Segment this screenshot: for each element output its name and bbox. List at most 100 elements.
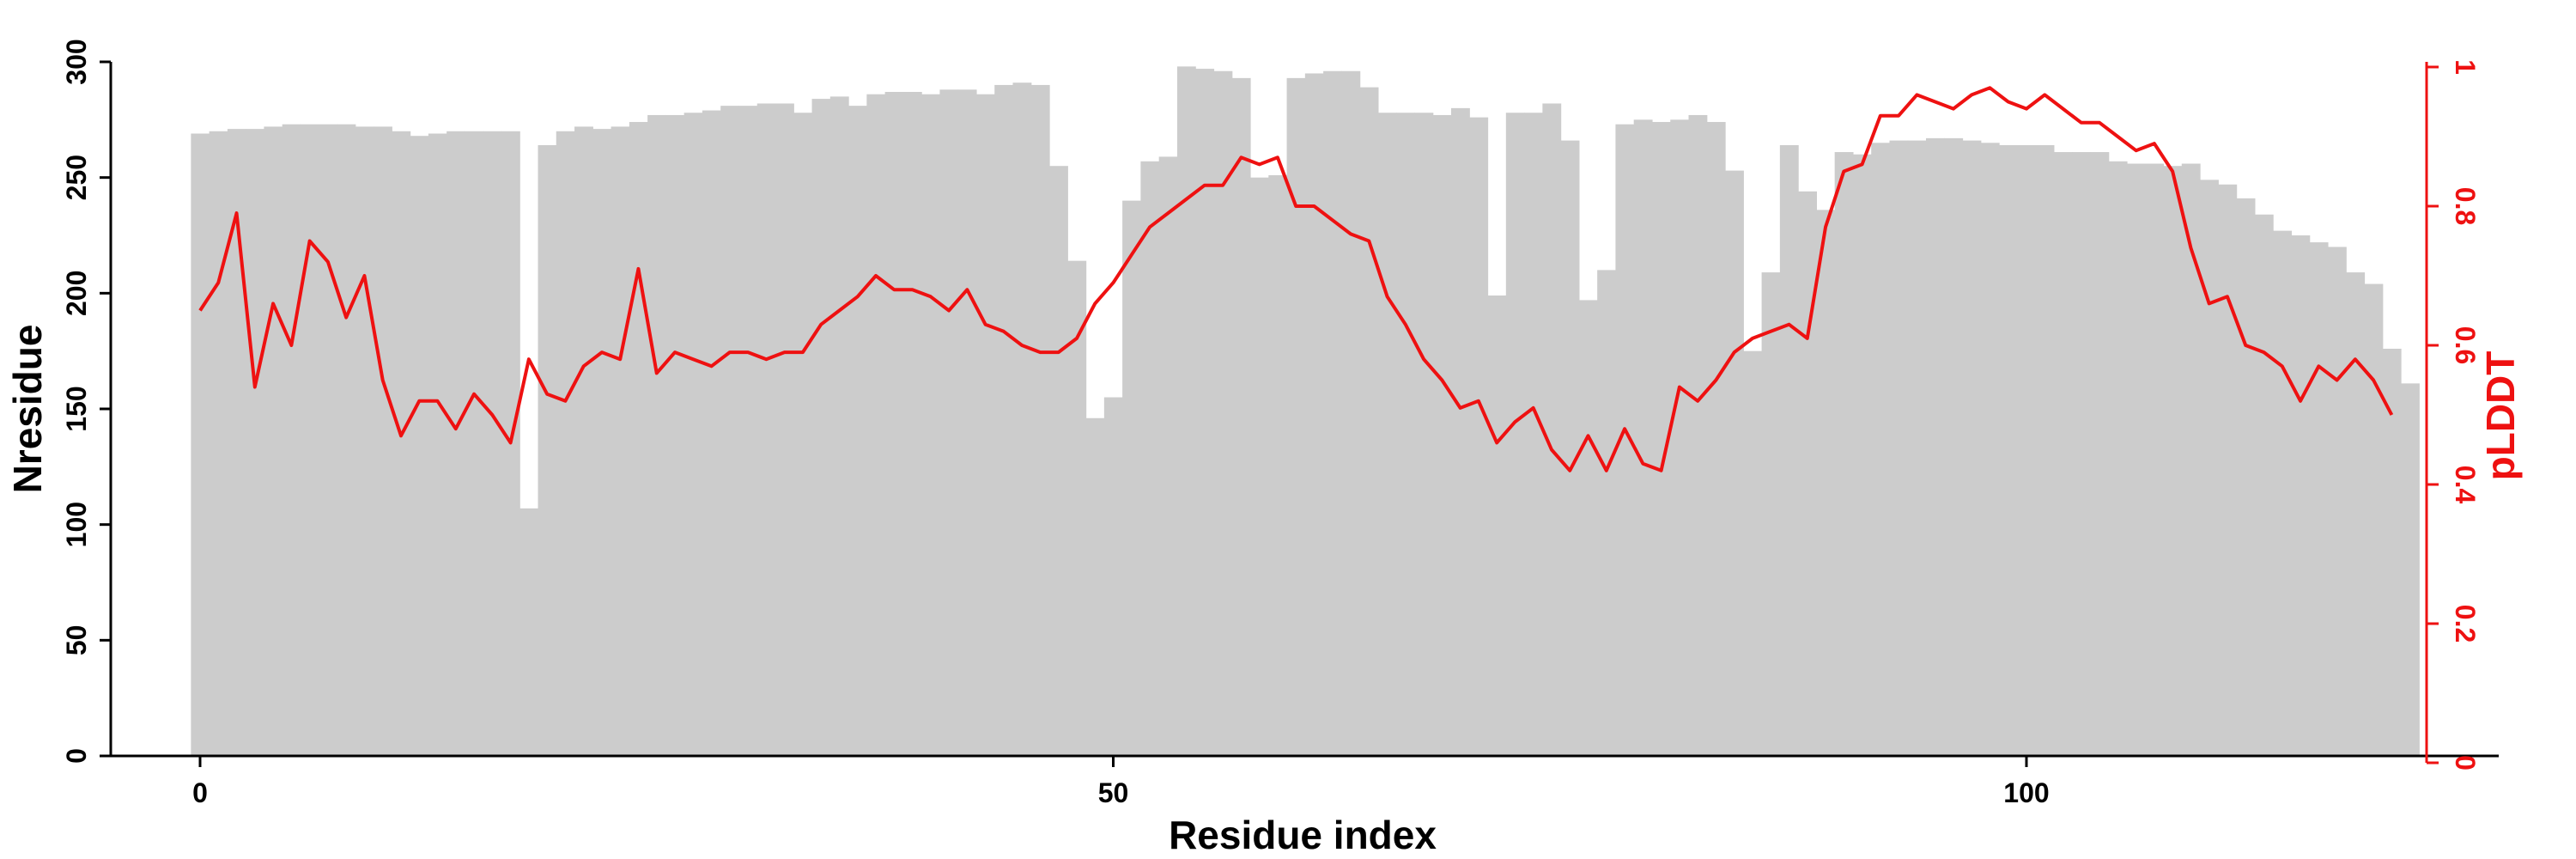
nresidue-bar bbox=[1907, 140, 1927, 756]
nresidue-bar bbox=[1798, 191, 1817, 756]
y2-tick-label: 1 bbox=[2450, 59, 2481, 75]
nresidue-bar bbox=[519, 508, 539, 756]
nresidue-bar bbox=[2236, 198, 2256, 756]
nresidue-bar bbox=[2200, 180, 2219, 757]
nresidue-bar bbox=[1012, 82, 1032, 757]
nresidue-bar bbox=[683, 113, 703, 756]
nresidue-bar bbox=[428, 133, 447, 757]
nresidue-bar bbox=[1487, 295, 1507, 756]
nresidue-bar bbox=[2145, 163, 2165, 756]
x-tick-label: 50 bbox=[1098, 777, 1129, 808]
nresidue-bar bbox=[1926, 137, 1945, 756]
nresidue-bar bbox=[1323, 70, 1342, 756]
nresidue-bar bbox=[465, 131, 484, 757]
y2-tick-label: 0.6 bbox=[2450, 326, 2481, 364]
plddt-line bbox=[198, 86, 2394, 472]
nresidue-bar bbox=[921, 94, 941, 756]
nresidue-bar bbox=[1231, 77, 1251, 757]
nresidue-bar bbox=[1122, 200, 1141, 757]
nresidue-bar bbox=[756, 103, 776, 757]
nresidue-bar bbox=[1359, 87, 1379, 756]
nresidue-bar bbox=[1852, 154, 1872, 757]
nresidue-bar bbox=[1725, 170, 1744, 757]
y-tick-label: 0 bbox=[61, 748, 92, 764]
nresidue-bar bbox=[994, 84, 1014, 757]
nresidue-bar bbox=[1469, 117, 1489, 756]
nresidue-bar bbox=[1067, 260, 1087, 756]
nresidue-bar bbox=[939, 89, 959, 756]
nresidue-bar bbox=[264, 126, 283, 756]
y2-axis-ticks: 0 0.2 0.4 0.6 0.8 1 bbox=[2427, 59, 2481, 771]
nresidue-bar bbox=[1286, 77, 1306, 757]
nresidue-bar bbox=[1213, 70, 1233, 756]
y2-tick-label: 0.8 bbox=[2450, 187, 2481, 225]
nresidue-bar bbox=[629, 122, 648, 756]
nresidue-bar bbox=[300, 124, 319, 757]
nresidue-bar bbox=[227, 129, 246, 757]
nresidue-bar bbox=[2017, 144, 2037, 756]
nresidue-bar bbox=[1670, 119, 1690, 756]
nresidue-bar bbox=[1597, 270, 1617, 756]
nresidue-bar bbox=[1834, 152, 1854, 757]
nresidue-bar bbox=[720, 106, 740, 757]
nresidue-bar bbox=[447, 131, 466, 757]
nresidue-bar bbox=[1450, 107, 1470, 757]
nresidue-bar bbox=[1578, 300, 1598, 756]
nresidue-bar bbox=[1761, 272, 1781, 757]
nresidue-bar bbox=[1542, 103, 1562, 757]
nresidue-bar bbox=[1103, 397, 1123, 756]
nresidue-bar bbox=[1962, 140, 1982, 756]
nresidue-bar bbox=[884, 92, 904, 756]
x-tick-label: 0 bbox=[192, 777, 208, 808]
nresidue-bar bbox=[483, 131, 502, 757]
x-axis-title: Residue index bbox=[1169, 813, 1437, 857]
nresidue-bar bbox=[1706, 122, 1726, 756]
y-axis-ticks: 0 50 100 150 200 250 300 bbox=[61, 39, 111, 764]
nresidue-bar bbox=[2291, 235, 2311, 756]
nresidue-bar bbox=[1779, 144, 1799, 756]
nresidue-bar bbox=[1633, 119, 1653, 756]
nresidue-bar bbox=[1816, 210, 1836, 756]
y2-tick-label: 0 bbox=[2450, 755, 2481, 771]
nresidue-bar bbox=[2072, 152, 2092, 757]
nresidue-bar bbox=[556, 131, 575, 757]
y2-axis-title: pLDDT bbox=[2478, 351, 2523, 481]
nresidue-bar bbox=[1176, 66, 1196, 756]
nresidue-bar bbox=[2163, 166, 2183, 756]
y-tick-label: 50 bbox=[61, 625, 92, 656]
nresidue-bar bbox=[2327, 247, 2347, 757]
nresidue-bars bbox=[191, 66, 2420, 757]
nresidue-bar bbox=[538, 144, 557, 756]
nresidue-bar bbox=[957, 89, 977, 756]
nresidue-bar bbox=[1871, 143, 1891, 756]
nresidue-bar bbox=[1505, 113, 1525, 756]
nresidue-bar bbox=[2090, 152, 2110, 757]
nresidue-bar bbox=[1030, 84, 1050, 757]
nresidue-bar bbox=[410, 136, 429, 756]
nresidue-bar bbox=[647, 114, 666, 756]
nresidue-bar bbox=[702, 110, 721, 756]
y2-tick-label: 0.2 bbox=[2450, 605, 2481, 643]
nresidue-bar bbox=[829, 96, 849, 756]
nresidue-bar bbox=[1980, 143, 2000, 756]
nresidue-bar bbox=[319, 124, 338, 757]
nresidue-bar bbox=[1085, 417, 1105, 756]
nresidue-bar bbox=[2053, 152, 2073, 757]
nresidue-bar bbox=[1140, 161, 1160, 756]
nresidue-bar bbox=[1999, 144, 2018, 756]
nresidue-bar bbox=[2218, 184, 2238, 756]
nresidue-bar bbox=[1524, 113, 1543, 756]
nresidue-bar bbox=[848, 106, 867, 757]
nresidue-bar bbox=[2181, 163, 2201, 756]
nresidue-bar bbox=[975, 94, 995, 756]
nresidue-bar bbox=[1268, 174, 1288, 757]
y-tick-label: 100 bbox=[61, 502, 92, 547]
nresidue-bar bbox=[2126, 163, 2146, 756]
nresidue-bar bbox=[592, 129, 612, 757]
nresidue-bar bbox=[2273, 230, 2293, 756]
nresidue-bar bbox=[866, 94, 886, 756]
nresidue-bar bbox=[2309, 242, 2329, 757]
nresidue-bar bbox=[611, 126, 630, 756]
nresidue-bar bbox=[1049, 166, 1068, 756]
nresidue-bar bbox=[2035, 144, 2055, 756]
